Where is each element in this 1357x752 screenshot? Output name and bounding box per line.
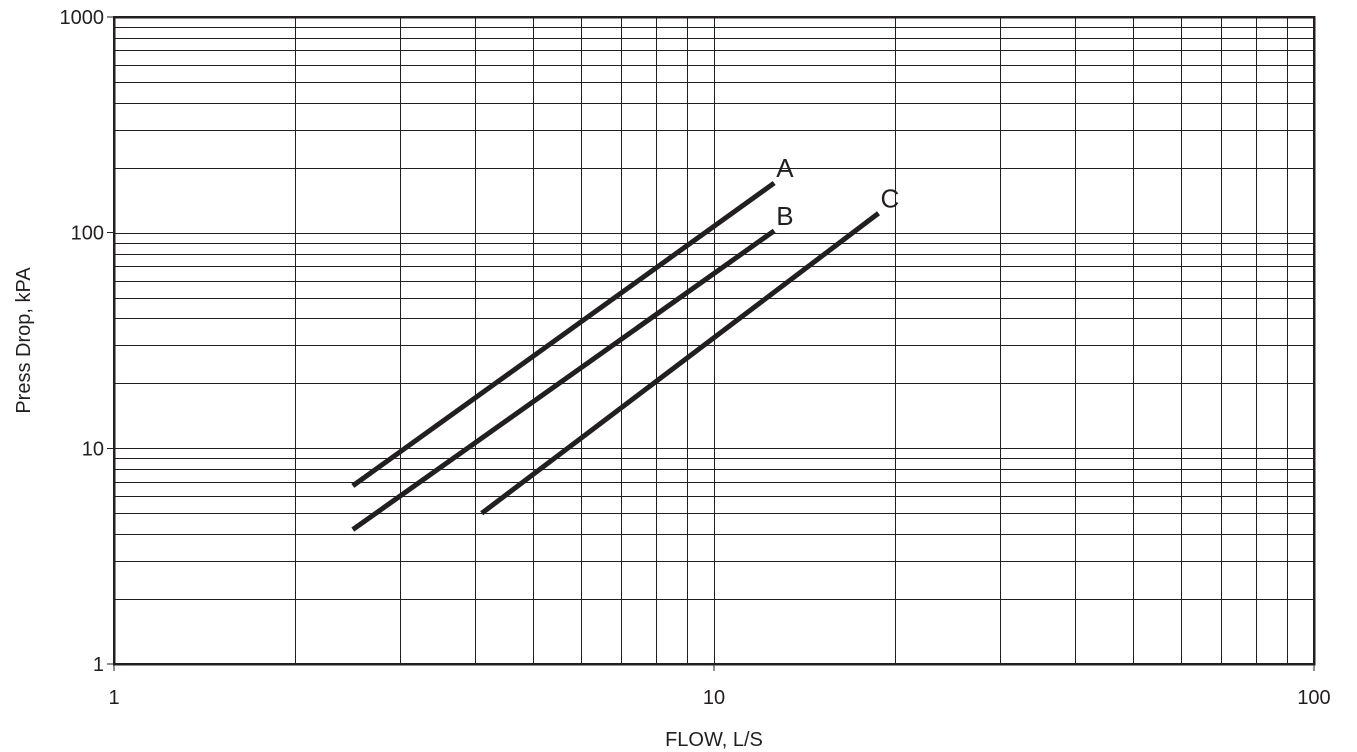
x-tick-label: 100 bbox=[1297, 687, 1330, 709]
grid bbox=[114, 17, 1314, 664]
series-line-a bbox=[351, 180, 776, 488]
tick-labels: 1 10 100 1 10 100 1000 bbox=[60, 7, 1331, 709]
series-lines bbox=[351, 180, 881, 532]
series-line-b bbox=[351, 228, 776, 532]
series-label-b: B bbox=[776, 201, 793, 231]
series-line-c bbox=[480, 211, 881, 516]
y-tick-label: 1 bbox=[93, 654, 104, 676]
series-labels: AB C bbox=[776, 153, 899, 231]
y-tick-label: 100 bbox=[71, 223, 104, 245]
y-tick-label: 10 bbox=[82, 438, 104, 460]
y-tick-label: 1000 bbox=[60, 7, 105, 29]
series-label-c: C bbox=[880, 183, 899, 213]
x-tick-label: 10 bbox=[703, 687, 725, 709]
y-axis-title: Press Drop, kPA bbox=[13, 267, 35, 414]
x-axis-title: FLOW, L/S bbox=[665, 729, 763, 751]
x-tick-label: 1 bbox=[108, 687, 119, 709]
series-label-a: A bbox=[776, 153, 794, 183]
